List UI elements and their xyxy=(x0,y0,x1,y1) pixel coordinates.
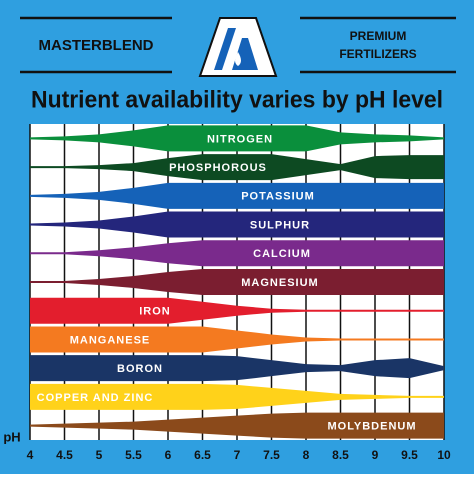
nutrient-band xyxy=(30,383,444,410)
x-tick-label: 4.5 xyxy=(56,448,73,462)
tagline: PREMIUM xyxy=(350,29,407,43)
chart-title: Nutrient availability varies by pH level xyxy=(31,86,443,113)
x-tick-label: 6 xyxy=(165,448,172,462)
brand: MASTERBLEND xyxy=(39,37,154,54)
nutrient-label: POTASSIUM xyxy=(241,191,315,203)
axis-label: pH xyxy=(3,429,20,444)
nutrient-band xyxy=(30,269,444,295)
x-tick-label: 8 xyxy=(303,448,310,462)
nutrient-label: CALCIUM xyxy=(253,248,311,260)
x-tick-label: 8.5 xyxy=(332,448,349,462)
nutrient-band xyxy=(30,297,444,324)
x-tick-label: 7 xyxy=(234,448,241,462)
nutrient-label: MANGANESE xyxy=(70,334,151,346)
nutrient-band xyxy=(30,412,444,439)
x-tick-label: 9 xyxy=(372,448,379,462)
nutrient-label: MOLYBDENUM xyxy=(327,421,416,433)
x-tick-label: 7.5 xyxy=(263,448,280,462)
x-tick-label: 10 xyxy=(437,448,451,462)
nutrient-label: MAGNESIUM xyxy=(241,277,318,289)
nutrient-band xyxy=(30,355,444,382)
x-tick-label: 5 xyxy=(96,448,103,462)
x-tick-label: 4 xyxy=(27,448,34,462)
nutrient-label: BORON xyxy=(117,363,163,375)
logo xyxy=(198,17,278,77)
nutrient-band xyxy=(30,182,444,209)
nutrient-label: COPPER AND ZINC xyxy=(37,392,154,404)
nutrient-band xyxy=(30,125,444,152)
x-tick-label: 6.5 xyxy=(194,448,211,462)
nutrient-band xyxy=(30,154,444,181)
x-tick-label: 5.5 xyxy=(125,448,142,462)
nutrient-band xyxy=(30,211,444,238)
tagline: FERTILIZERS xyxy=(339,47,416,61)
nutrient-band xyxy=(30,240,444,267)
nutrient-label: NITROGEN xyxy=(207,133,273,145)
nutrient-label: IRON xyxy=(139,306,171,318)
x-tick-label: 9.5 xyxy=(401,448,418,462)
nutrient-band xyxy=(30,326,444,353)
nutrient-label: PHOSPHOROUS xyxy=(169,162,267,174)
nutrient-label: SULPHUR xyxy=(250,219,310,231)
